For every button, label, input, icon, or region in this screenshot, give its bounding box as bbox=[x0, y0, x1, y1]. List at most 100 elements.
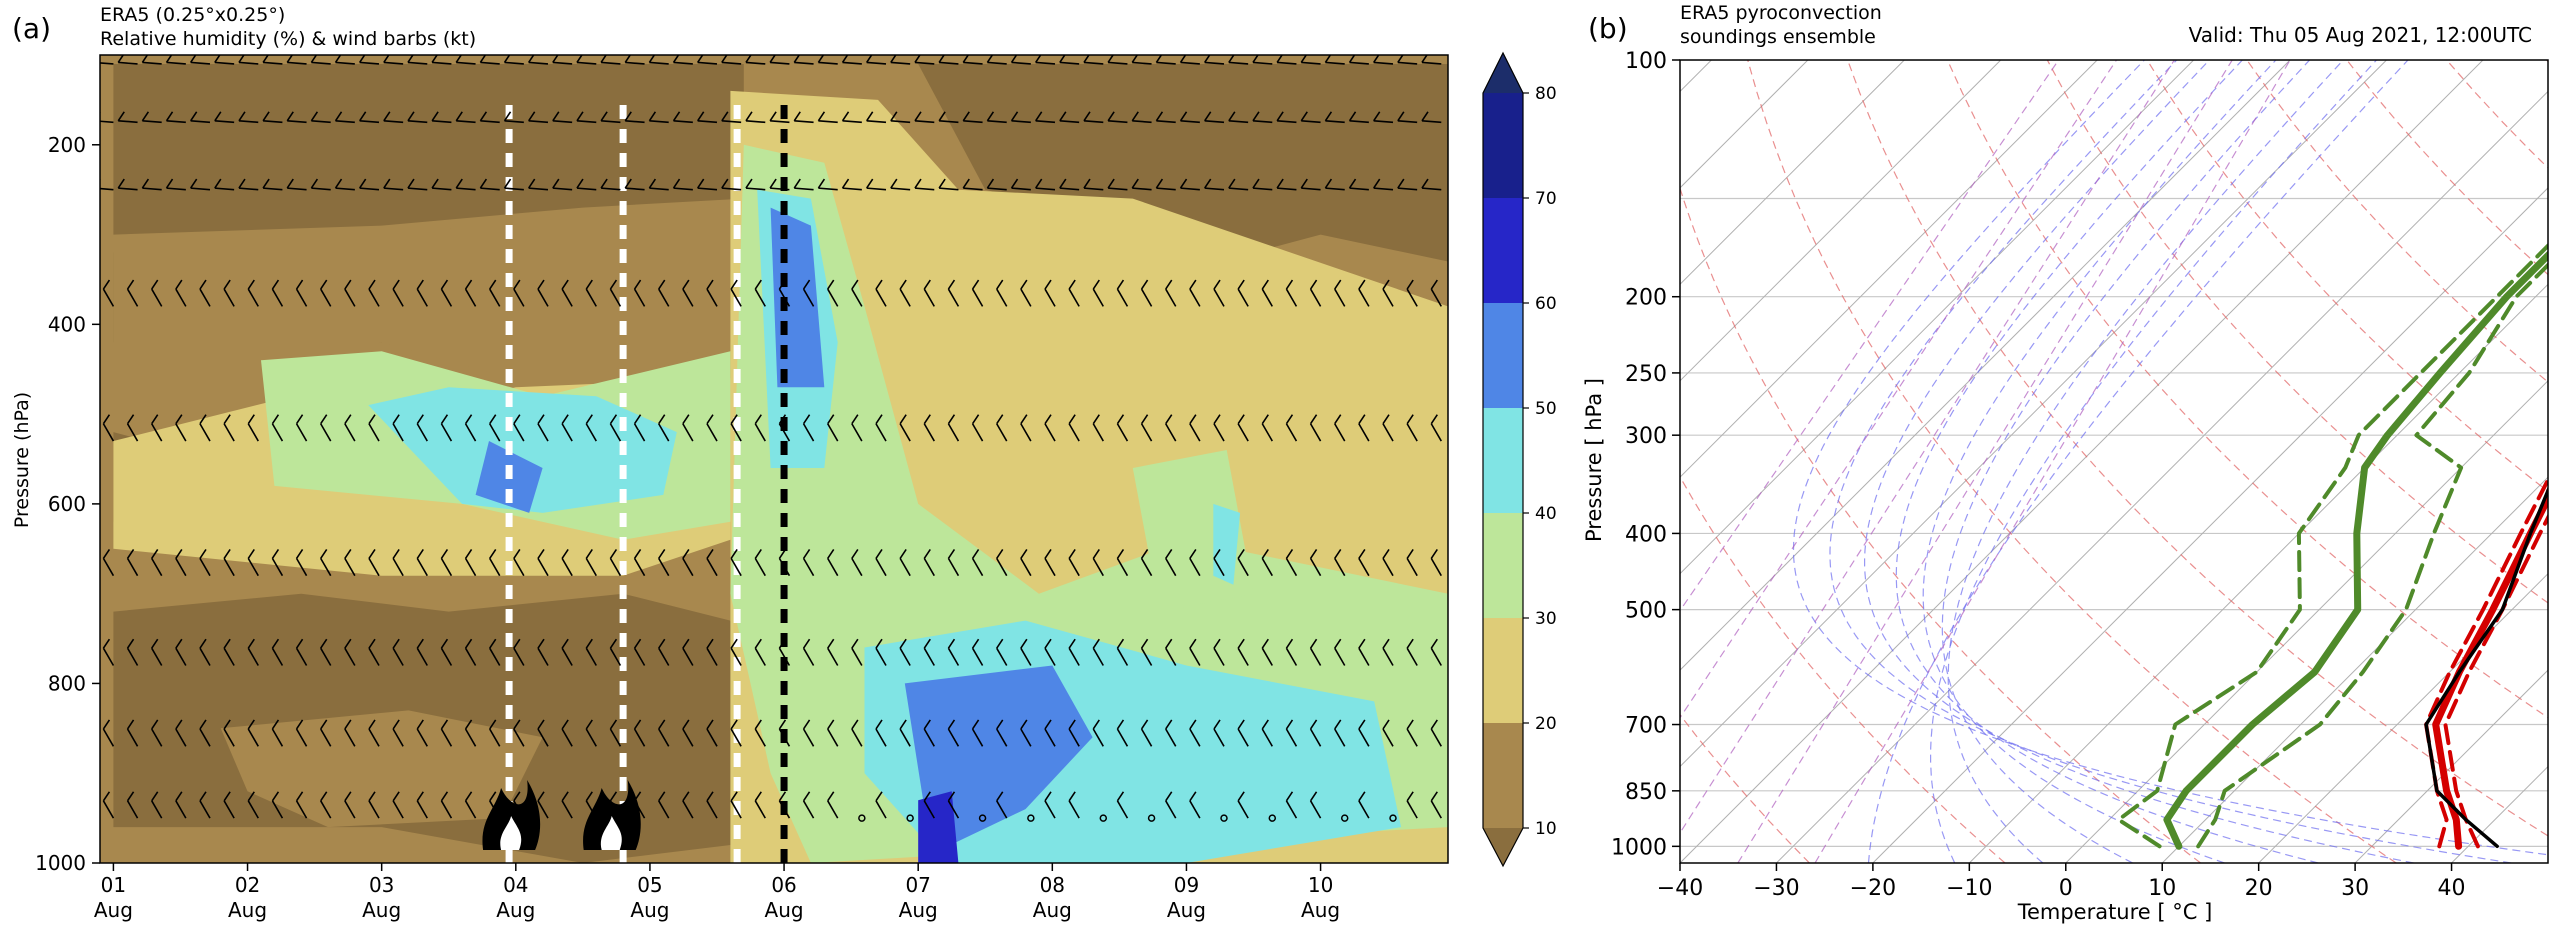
sounding-lines bbox=[2116, 242, 2548, 850]
wind-barb bbox=[1083, 119, 1104, 124]
wind-barb-flag bbox=[407, 111, 415, 122]
rh-region bbox=[1213, 503, 1241, 585]
wind-barb bbox=[464, 557, 477, 577]
wind-barb-flag bbox=[802, 719, 811, 730]
wind-barb-flag bbox=[407, 178, 415, 189]
wind-barb bbox=[1180, 187, 1200, 191]
y-tick-label: 100 bbox=[1625, 49, 1667, 74]
wind-barb-flag bbox=[609, 279, 618, 290]
wind-barb bbox=[416, 423, 428, 442]
wind-barb-flag bbox=[1189, 719, 1197, 730]
panel-a-plot bbox=[100, 55, 1448, 863]
wind-barb bbox=[963, 187, 983, 191]
wind-barb-flag bbox=[238, 178, 246, 189]
wind-barb-flag bbox=[528, 178, 536, 189]
wind-barb bbox=[416, 647, 428, 666]
wind-barb-flag bbox=[1020, 719, 1028, 730]
wind-barb-flag bbox=[151, 414, 159, 425]
wind-barb-flag bbox=[600, 111, 608, 122]
wind-barb-flag bbox=[359, 178, 367, 189]
wind-barb-flag bbox=[658, 638, 666, 649]
moist-adiabat bbox=[1941, 60, 2311, 863]
wind-barb-flag bbox=[489, 279, 497, 290]
wind-barb-flag bbox=[1092, 638, 1100, 649]
wind-barb bbox=[537, 647, 549, 666]
wind-barbs bbox=[100, 55, 1442, 822]
wind-barb bbox=[649, 119, 669, 124]
wind-barb bbox=[504, 61, 524, 65]
wind-barb-flag bbox=[552, 55, 559, 63]
wind-barb bbox=[1204, 119, 1225, 124]
wind-barb-flag bbox=[295, 414, 304, 425]
wind-barb bbox=[1397, 61, 1418, 65]
wind-barb-flag bbox=[1421, 111, 1429, 122]
wind-barb bbox=[1020, 647, 1032, 666]
wind-barb bbox=[407, 187, 428, 191]
wind-barb-flag bbox=[706, 548, 714, 559]
isotherm bbox=[1680, 60, 2195, 575]
wind-barb bbox=[295, 647, 308, 666]
wind-barb bbox=[947, 728, 960, 747]
wind-barb-flag bbox=[706, 719, 714, 730]
wind-barb-flag bbox=[875, 791, 883, 802]
wind-barb bbox=[223, 800, 235, 819]
wind-barb-flag bbox=[489, 719, 497, 730]
panel-b-label: (b) bbox=[1588, 12, 1628, 45]
wind-barb bbox=[1189, 557, 1201, 577]
wind-barb-flag bbox=[1421, 178, 1429, 189]
wind-barb-flag bbox=[1044, 638, 1052, 649]
y-tick-label: 600 bbox=[48, 492, 86, 516]
wind-barb-flag bbox=[440, 279, 449, 290]
wind-barb bbox=[1213, 728, 1225, 747]
wind-barb bbox=[1092, 423, 1104, 442]
wind-barb bbox=[320, 647, 332, 666]
isotherm bbox=[2161, 476, 2548, 863]
colorbar-tick-label: 40 bbox=[1535, 504, 1557, 524]
wind-barb-flag bbox=[1107, 111, 1115, 122]
wind-barb bbox=[1068, 728, 1080, 747]
wind-barb-flag bbox=[117, 178, 125, 189]
wind-barb-flag bbox=[1035, 55, 1042, 63]
wind-barb-flag bbox=[247, 279, 255, 290]
rh-contours bbox=[113, 64, 1448, 863]
panel-b-title-line2: soundings ensemble bbox=[1680, 26, 1876, 48]
wind-barb-flag bbox=[320, 719, 328, 730]
wind-barb bbox=[770, 61, 790, 65]
wind-barb bbox=[199, 557, 211, 577]
wind-barb bbox=[1092, 288, 1104, 307]
moist-adiabat bbox=[1947, 60, 2344, 863]
wind-barb bbox=[899, 423, 911, 442]
wind-barb bbox=[1301, 61, 1321, 65]
wind-barb-flag bbox=[769, 55, 777, 63]
wind-barb bbox=[1430, 800, 1442, 819]
wind-barb-flag bbox=[609, 548, 618, 559]
wind-barb-flag bbox=[1204, 111, 1212, 122]
wind-barb-flag bbox=[1131, 178, 1139, 189]
wind-barb-flag bbox=[1397, 178, 1405, 189]
isotherm bbox=[2065, 380, 2548, 863]
wind-barb bbox=[673, 119, 693, 124]
wind-barb bbox=[1430, 288, 1442, 307]
wind-barb-flag bbox=[851, 719, 859, 730]
wind-barb-flag bbox=[1116, 638, 1125, 649]
wind-barb bbox=[1406, 800, 1418, 819]
wind-barb bbox=[151, 288, 163, 307]
wind-barb-flag bbox=[455, 178, 463, 189]
panel-a-title: ERA5 (0.25°x0.25°) bbox=[100, 4, 285, 26]
wind-barb bbox=[1068, 423, 1080, 442]
wind-barb bbox=[875, 647, 887, 666]
wind-barb-flag bbox=[102, 638, 111, 649]
colorbar-over-arrow bbox=[1483, 53, 1523, 93]
x-tick-month: Aug bbox=[899, 898, 938, 922]
wind-barb-flag bbox=[310, 111, 319, 122]
wind-barb bbox=[513, 557, 525, 577]
wind-barb bbox=[344, 647, 356, 666]
wind-barb bbox=[118, 119, 138, 124]
wind-barb bbox=[175, 647, 187, 666]
wind-barb bbox=[649, 61, 669, 65]
wind-barb-flag bbox=[996, 414, 1004, 425]
calm-marker bbox=[1340, 814, 1349, 822]
wind-barb-flag bbox=[890, 178, 898, 189]
wind-barb bbox=[890, 119, 911, 124]
wind-barb-flag bbox=[271, 414, 280, 425]
